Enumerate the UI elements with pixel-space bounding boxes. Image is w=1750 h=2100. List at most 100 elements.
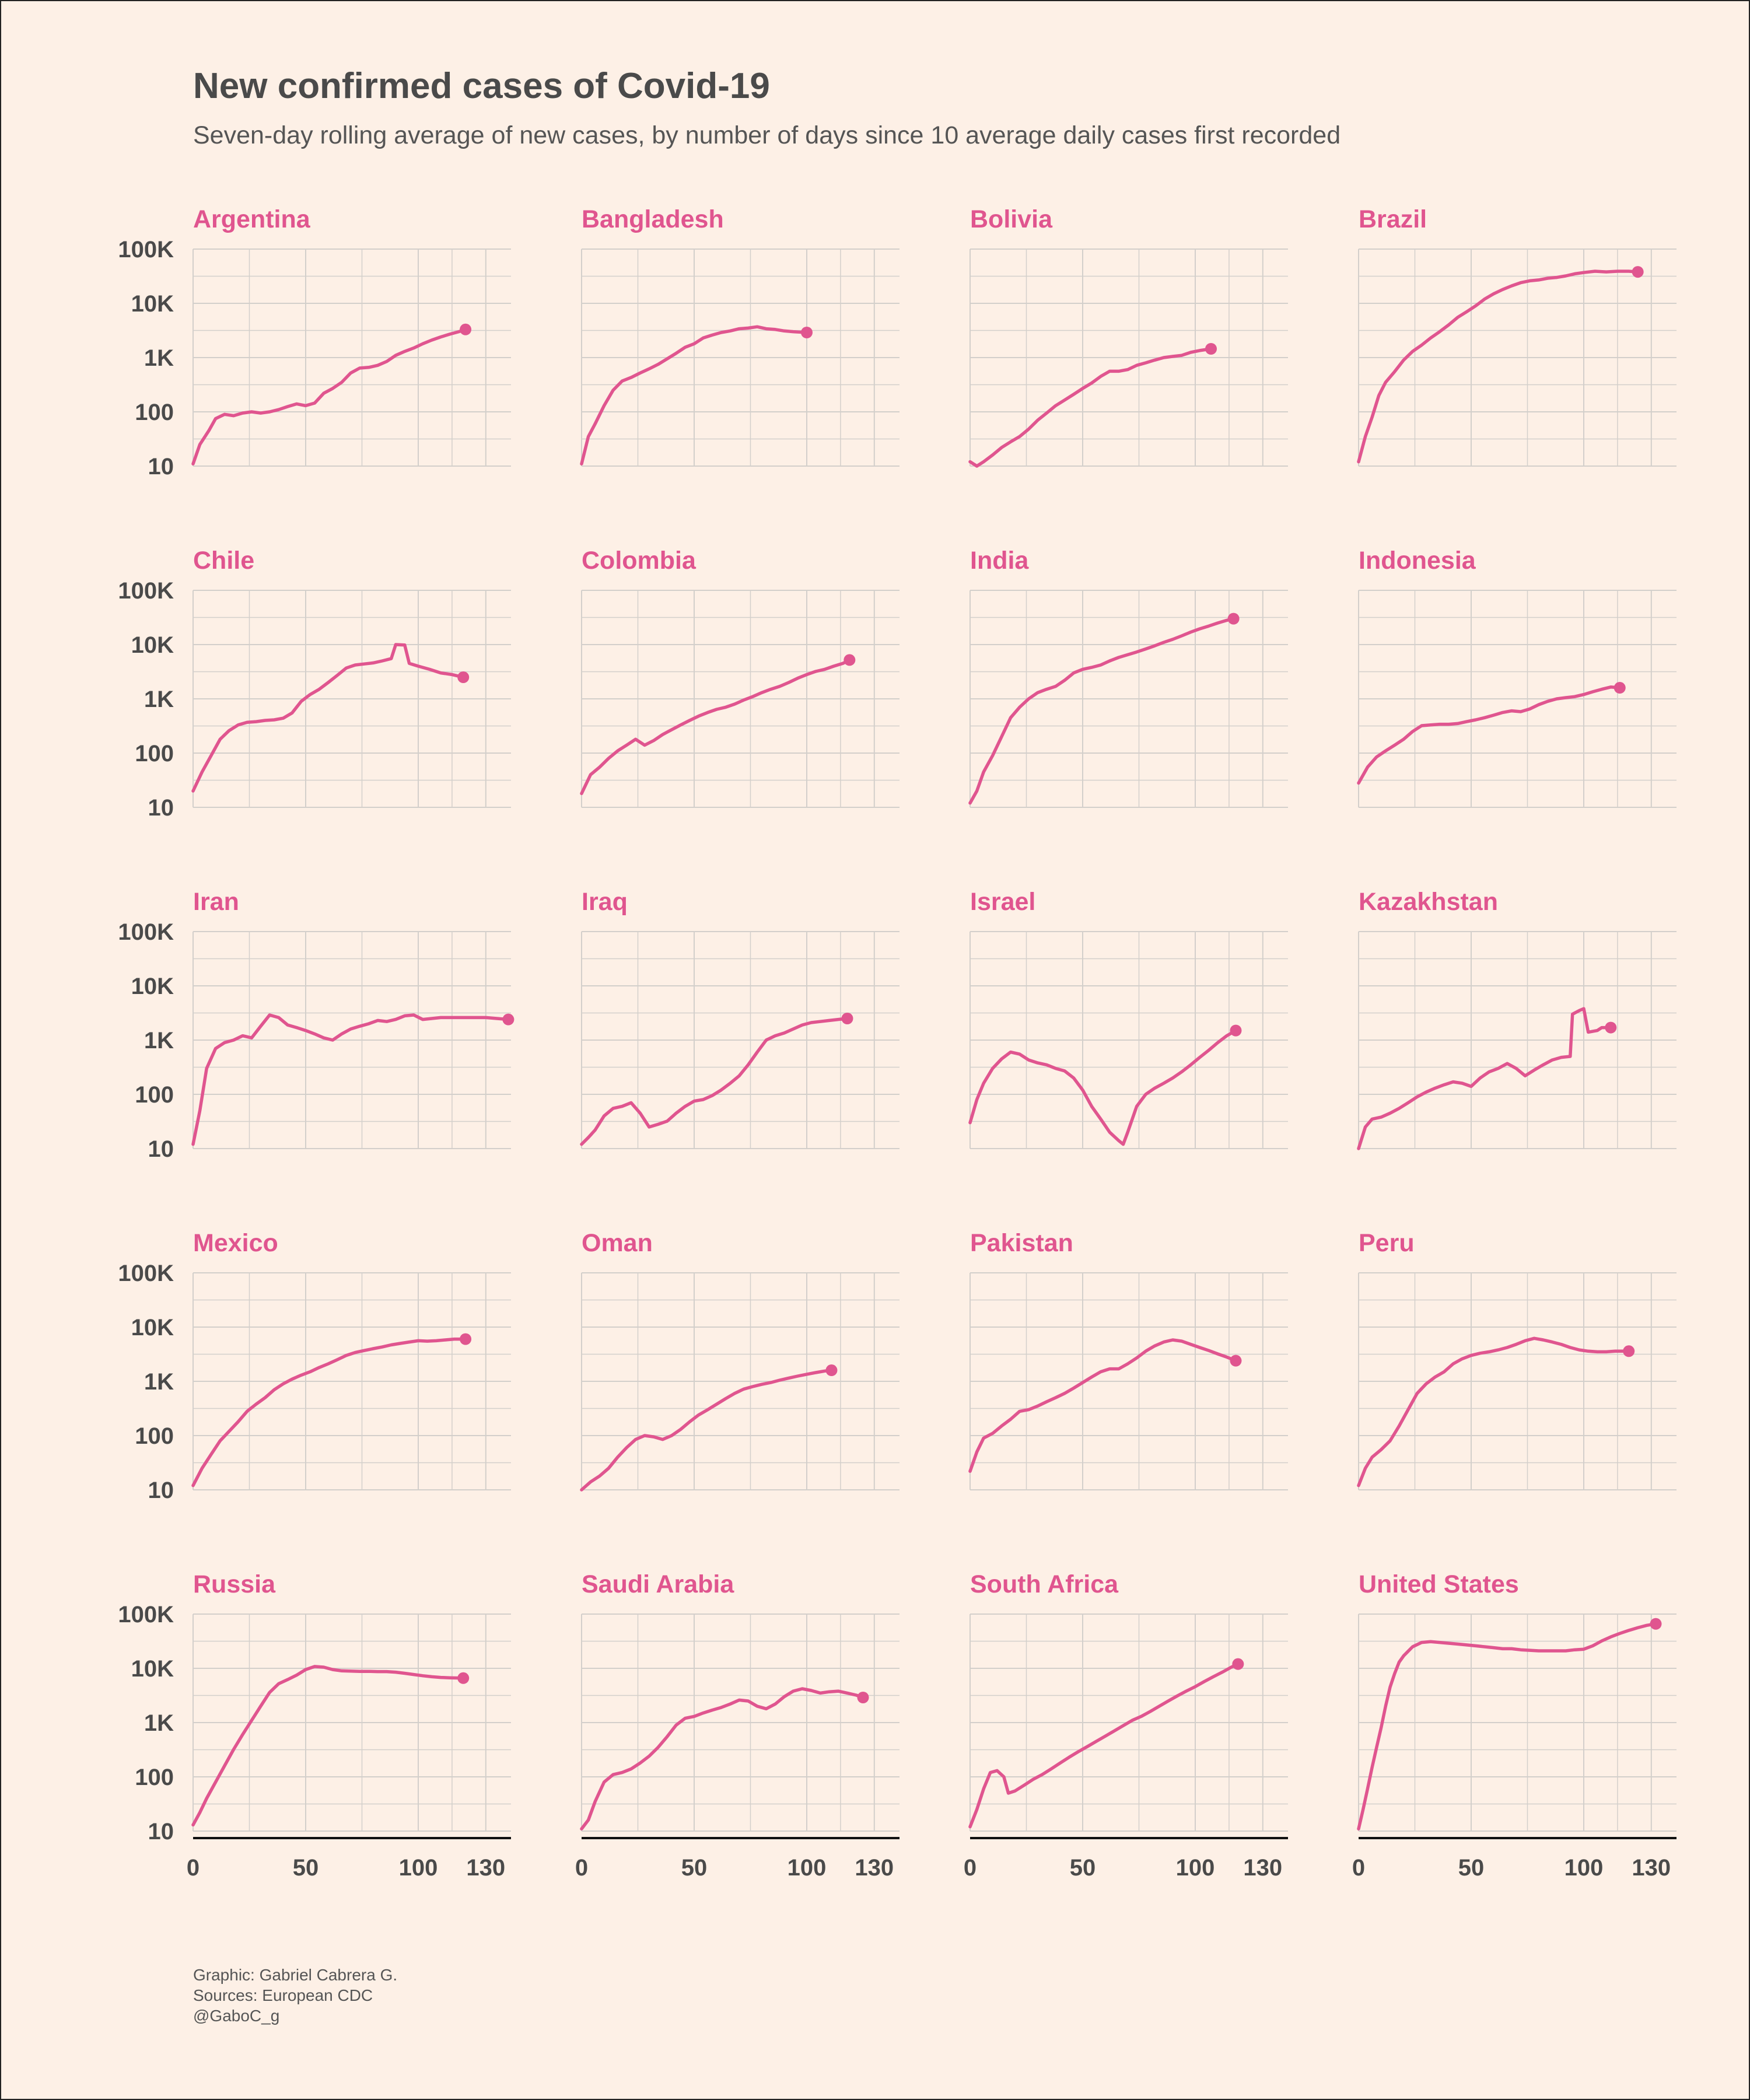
panel-iran: Iran 10 100 1K 10K 100K [118,888,514,1162]
series-line [968,617,1236,805]
y-tick-label: 10 [148,1478,174,1503]
y-tick-label: 100 [135,1082,174,1108]
y-tick-label: 100 [135,400,174,425]
panel-title: Russia [193,1570,276,1598]
chart-subtitle: Seven-day rolling average of new cases, … [193,121,1341,149]
series-end-point [1230,1354,1242,1367]
y-tick-label: 100K [118,919,174,945]
panel-title: United States [1359,1570,1519,1598]
panel-india: India [968,547,1288,808]
series-line [968,347,1213,468]
panel-peru: Peru [1357,1229,1676,1490]
x-tick-label: 50 [681,1855,708,1881]
series-line [191,1013,510,1146]
y-tick-label: 100 [135,1423,174,1449]
x-tick-label: 130 [466,1855,505,1881]
y-tick-label: 100 [135,741,174,766]
series-line [1357,685,1622,785]
panel-colombia: Colombia [580,547,900,808]
x-tick-label: 130 [855,1855,894,1881]
panel-argentina: Argentina 10 100 1K 10K 100K [118,205,511,480]
y-tick-label: 1K [144,1028,174,1054]
panel-pakistan: Pakistan [968,1229,1288,1490]
x-tick-label: 50 [1070,1855,1096,1881]
y-tick-label: 10 [148,795,174,821]
y-tick-label: 10K [131,974,174,999]
x-tick-label: 50 [1458,1855,1485,1881]
series-line [1357,1622,1658,1831]
y-tick-label: 1K [144,1369,174,1395]
series-end-point [1623,1345,1635,1357]
x-tick-label: 130 [1632,1855,1671,1881]
y-tick-label: 100K [118,578,174,604]
series-end-point [457,1672,470,1684]
panel-title: India [970,547,1029,575]
x-tick-label: 100 [1176,1855,1215,1881]
panel-south-africa: South Africa 0 50 100 130 [964,1570,1288,1881]
y-tick-label: 100K [118,237,174,262]
series-line [968,1028,1238,1146]
panel-bangladesh: Bangladesh [580,205,900,467]
panel-united-states: United States 0 50 100 130 [1352,1570,1676,1881]
series-end-point [844,654,856,666]
x-tick-label: 100 [788,1855,827,1881]
series-end-point [1205,342,1217,355]
panel-oman: Oman [580,1229,900,1492]
series-end-point [825,1364,838,1377]
series-end-point [857,1691,869,1703]
panel-bolivia: Bolivia [968,205,1288,468]
x-tick-label: 50 [293,1855,319,1881]
panel-title: Iran [193,888,239,916]
series-end-point [1632,266,1644,278]
series-line [968,1662,1240,1829]
panel-title: Chile [193,547,254,575]
series-line [968,1338,1238,1473]
x-tick-label: 100 [1564,1855,1604,1881]
series-line [1357,1336,1630,1488]
y-tick-label: 10 [148,454,174,480]
y-tick-label: 1K [144,1710,174,1736]
panel-title: Brazil [1359,205,1427,233]
x-tick-label: 0 [575,1855,588,1881]
panel-title: Peru [1359,1229,1415,1257]
series-line [1357,1007,1613,1150]
panel-saudi-arabia: Saudi Arabia 0 50 100 130 [575,1570,900,1881]
credit-sources: Sources: European CDC [193,1986,373,2004]
series-end-point [460,1333,472,1345]
panel-title: Mexico [193,1229,278,1257]
panel-title: Pakistan [970,1229,1073,1257]
series-line [191,1337,467,1488]
panel-title: Bangladesh [582,205,724,233]
panel-title: Kazakhstan [1359,888,1498,916]
panel-mexico: Mexico 10 100 1K 10K 100K [118,1229,511,1503]
panel-russia: Russia 10 100 1K 10K 100K 0 50 100 130 [118,1570,511,1881]
panel-title: Indonesia [1359,547,1476,575]
panel-title: Israel [970,888,1035,916]
panel-iraq: Iraq [580,888,900,1149]
panel-chile: Chile 10 100 1K 10K 100K [118,547,511,821]
series-line [1357,270,1640,464]
series-line [580,325,808,466]
series-line [580,1017,849,1146]
x-tick-label: 0 [187,1855,200,1881]
y-tick-label: 100 [135,1765,174,1790]
series-end-point [1650,1618,1662,1630]
y-tick-label: 10 [148,1136,174,1162]
x-tick-label: 100 [399,1855,438,1881]
x-tick-label: 130 [1243,1855,1282,1881]
y-tick-label: 10K [131,1315,174,1340]
series-line [580,658,852,796]
series-line [191,1665,465,1827]
series-line [191,643,465,793]
series-line [580,1368,834,1492]
panel-title: Iraq [582,888,628,916]
series-end-point [1605,1021,1617,1034]
series-end-point [1614,682,1626,694]
x-tick-label: 0 [1352,1855,1365,1881]
y-tick-label: 100K [118,1602,174,1628]
panel-kazakhstan: Kazakhstan [1357,888,1676,1150]
series-end-point [460,323,472,335]
series-end-point [502,1013,514,1026]
